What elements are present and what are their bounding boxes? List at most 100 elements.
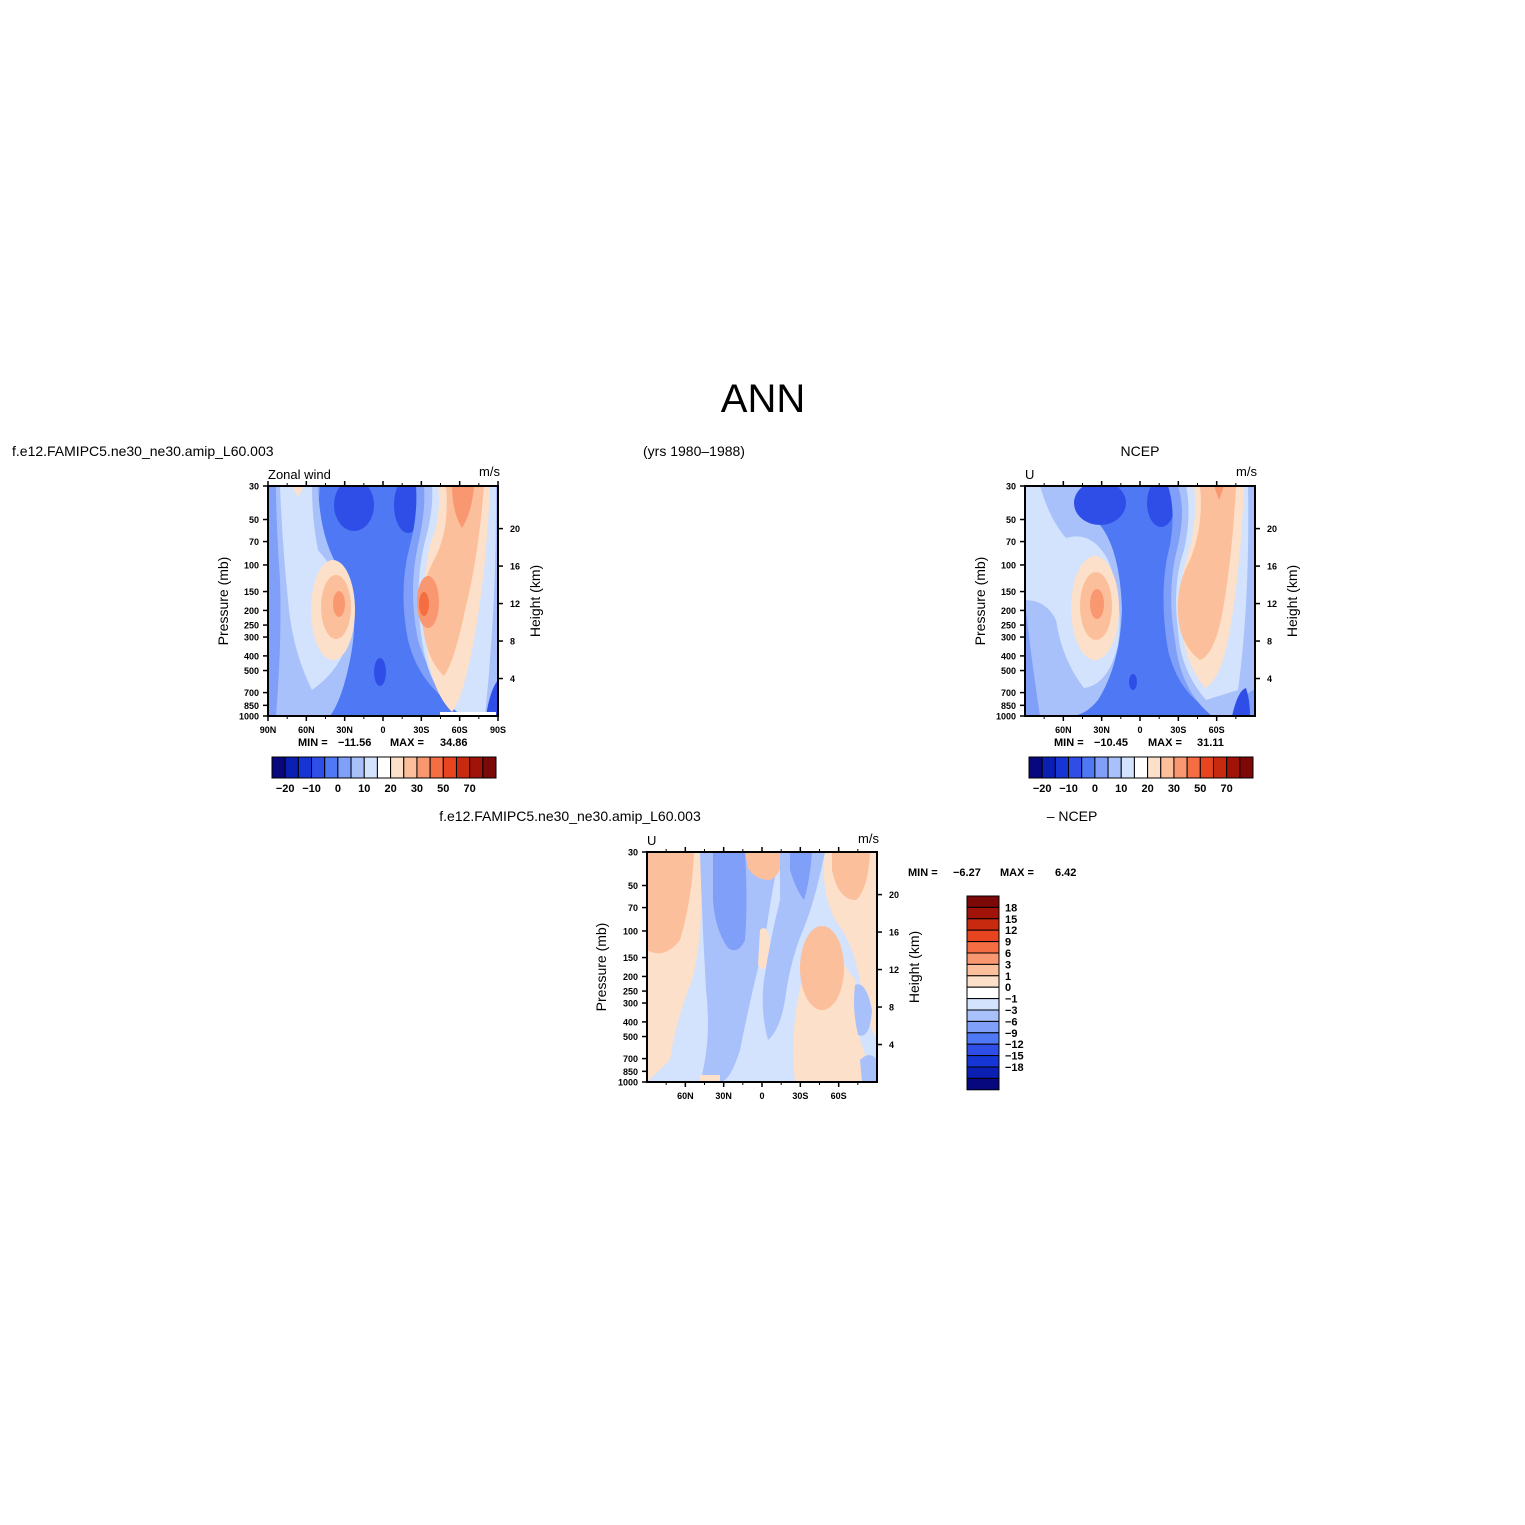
colorbar-box (966, 1032, 1000, 1045)
y-right-tick-label: 8 (889, 1003, 894, 1013)
colorbar-label: 18 (1005, 902, 1017, 914)
panel-title-model: Zonal wind (268, 467, 331, 482)
colorbar-box (1054, 756, 1070, 779)
contour-fill-obs (1025, 486, 1255, 716)
colorbar-box (1212, 756, 1228, 779)
y-tick-label: 1000 (239, 712, 259, 722)
y-right-tick-label: 12 (510, 599, 520, 609)
y-tick-label: 700 (244, 688, 259, 698)
colorbar-box (1068, 756, 1083, 779)
colorbar-box (376, 756, 392, 779)
colorbar-obs: −20 −10 0 10 20 30 50 70 (1028, 756, 1254, 795)
colorbar-box (297, 756, 313, 779)
y-tick-label: 700 (1001, 688, 1016, 698)
y-tick-label: 50 (628, 881, 638, 891)
x-tick-label: 90S (490, 725, 506, 735)
axes-difference: 60N 30N 0 30S 60S 30 50 70 100 150 200 250 300 400 500… (618, 847, 899, 1101)
stats-max-difference: 6.42 (1055, 867, 1076, 879)
colorbar-label: 1 (1005, 971, 1011, 983)
x-tick-label: 30S (792, 1091, 808, 1101)
colorbar-box (966, 1009, 1000, 1022)
y-tick-label: 1000 (996, 712, 1016, 722)
y-right-tick-label: 12 (889, 965, 899, 975)
ylabel-right-difference: Height (km) (906, 931, 922, 1003)
years-label: (yrs 1980–1988) (643, 443, 745, 459)
x-tick-label: 60S (1209, 725, 1225, 735)
y-tick-label: 30 (628, 848, 638, 858)
x-tick-label: 30N (1093, 725, 1110, 735)
colorbar-box (1107, 756, 1122, 779)
y-tick-label: 200 (1001, 606, 1016, 616)
colorbar-label: 20 (1141, 783, 1153, 795)
y-tick-label: 50 (249, 515, 259, 525)
case-label: f.e12.FAMIPC5.ne30_ne30.amip_L60.003 (12, 443, 274, 459)
y-tick-label: 500 (244, 666, 259, 676)
colorbar-box (469, 756, 484, 779)
stats-max-label-obs: MAX = (1148, 737, 1182, 749)
colorbar-box (966, 1020, 1000, 1034)
y-tick-label: 250 (623, 987, 638, 997)
colorbar-label: 12 (1005, 925, 1017, 937)
y-tick-label: 850 (623, 1067, 638, 1077)
ylabel-obs: Pressure (mb) (972, 557, 988, 646)
colorbar-label: 30 (1168, 783, 1180, 795)
figure-title: ANN (721, 377, 805, 421)
colorbar-box (271, 756, 286, 779)
colorbar-box (455, 756, 471, 779)
colorbar-box (1041, 756, 1056, 779)
colorbar-box (1094, 756, 1109, 779)
stats-min-label-obs: MIN = (1054, 737, 1084, 749)
colorbar-box (363, 756, 378, 779)
x-tick-label: 90N (260, 725, 277, 735)
y-right-tick-label: 16 (889, 928, 899, 938)
obs-label: NCEP (1121, 443, 1160, 459)
colorbar-label: 9 (1005, 937, 1011, 949)
y-right-tick-label: 20 (510, 524, 520, 534)
stats-max-model: 34.86 (440, 737, 468, 749)
y-tick-label: 1000 (618, 1078, 638, 1088)
colorbar-label: 10 (1115, 783, 1127, 795)
colorbar-box (1081, 756, 1096, 779)
y-tick-label: 70 (628, 903, 638, 913)
colorbar-box (966, 918, 1000, 931)
y-tick-label: 70 (249, 537, 259, 547)
colorbar-box (966, 998, 1000, 1011)
y-right-tick-label: 4 (510, 674, 515, 684)
y-tick-label: 250 (244, 621, 259, 631)
colorbar-box (966, 975, 1000, 988)
y-tick-label: 100 (623, 926, 638, 936)
y-right-tick-label: 20 (1267, 524, 1277, 534)
y-tick-label: 150 (1001, 587, 1016, 597)
ylabel-right-model: Height (km) (527, 565, 543, 637)
diff-obs-label: – NCEP (1047, 808, 1098, 824)
panel-title-difference: U (647, 833, 656, 848)
x-tick-label: 60N (1055, 725, 1072, 735)
colorbar-label: −12 (1005, 1039, 1024, 1051)
colorbar-box (966, 1066, 1000, 1079)
x-tick-label: 30N (715, 1091, 732, 1101)
x-tick-label: 60S (831, 1091, 847, 1101)
colorbar-label: 10 (358, 783, 370, 795)
stats-max-obs: 31.11 (1197, 737, 1224, 749)
colorbar-box (482, 756, 497, 779)
colorbar-label: −15 (1005, 1051, 1024, 1063)
y-right-tick-label: 4 (1267, 674, 1272, 684)
colorbar-box (1199, 756, 1214, 779)
y-tick-label: 150 (623, 953, 638, 963)
colorbar-label: 50 (1194, 783, 1206, 795)
colorbar-label: 50 (437, 783, 449, 795)
stats-min-label-difference: MIN = (908, 867, 938, 879)
colorbar-box (966, 895, 1000, 908)
colorbar-box (1173, 756, 1188, 779)
colorbar-label: 6 (1005, 948, 1011, 960)
y-right-tick-label: 16 (510, 562, 520, 572)
axes-obs: 60N 30N 0 30S 60S 30 50 70 100 150 200 250 300 400 500… (996, 481, 1277, 735)
colorbar-box (1186, 756, 1201, 779)
y-tick-label: 100 (244, 560, 259, 570)
stats-min-obs: −10.45 (1094, 737, 1128, 749)
x-tick-label: 60N (298, 725, 315, 735)
colorbar-label: 20 (384, 783, 396, 795)
ylabel-right-obs: Height (km) (1284, 565, 1300, 637)
colorbar-box (311, 756, 326, 779)
